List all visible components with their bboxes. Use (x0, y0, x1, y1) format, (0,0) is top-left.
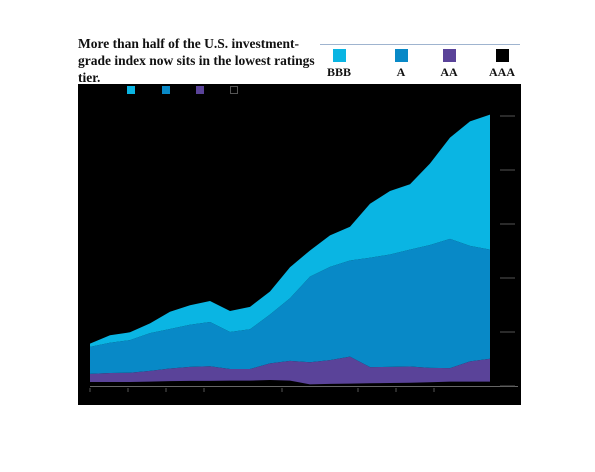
mini-swatch-bbb (127, 86, 135, 94)
legend-swatch-aa (442, 49, 456, 62)
series-area-aa (90, 356, 490, 385)
legend-rule (320, 44, 520, 45)
series-area-bbb (90, 114, 490, 347)
legend-label-a: A (396, 65, 406, 79)
legend-swatch-a (394, 49, 408, 62)
legend-label-aa: AA (440, 65, 458, 79)
legend-swatch-aaa (495, 49, 509, 62)
mini-swatch-aa (196, 86, 204, 94)
legend-item-aa: AA (424, 49, 474, 79)
chart-title: More than half of the U.S. investment-gr… (78, 36, 315, 85)
mini-swatch-a (162, 86, 170, 94)
area-chart (89, 114, 518, 392)
legend-swatch-bbb (332, 49, 346, 62)
chart-panel (78, 84, 521, 405)
mini-legend (127, 86, 247, 96)
legend-item-a: A (376, 49, 426, 79)
series-area-a (90, 238, 490, 374)
mini-swatch-aaa (230, 86, 238, 94)
chart-legend: BBB A AA AAA (320, 44, 520, 86)
series-area-aaa (90, 380, 490, 386)
legend-label-aaa: AAA (489, 65, 515, 79)
legend-label-bbb: BBB (326, 65, 351, 79)
legend-item-aaa: AAA (477, 49, 527, 79)
legend-item-bbb: BBB (314, 49, 364, 79)
